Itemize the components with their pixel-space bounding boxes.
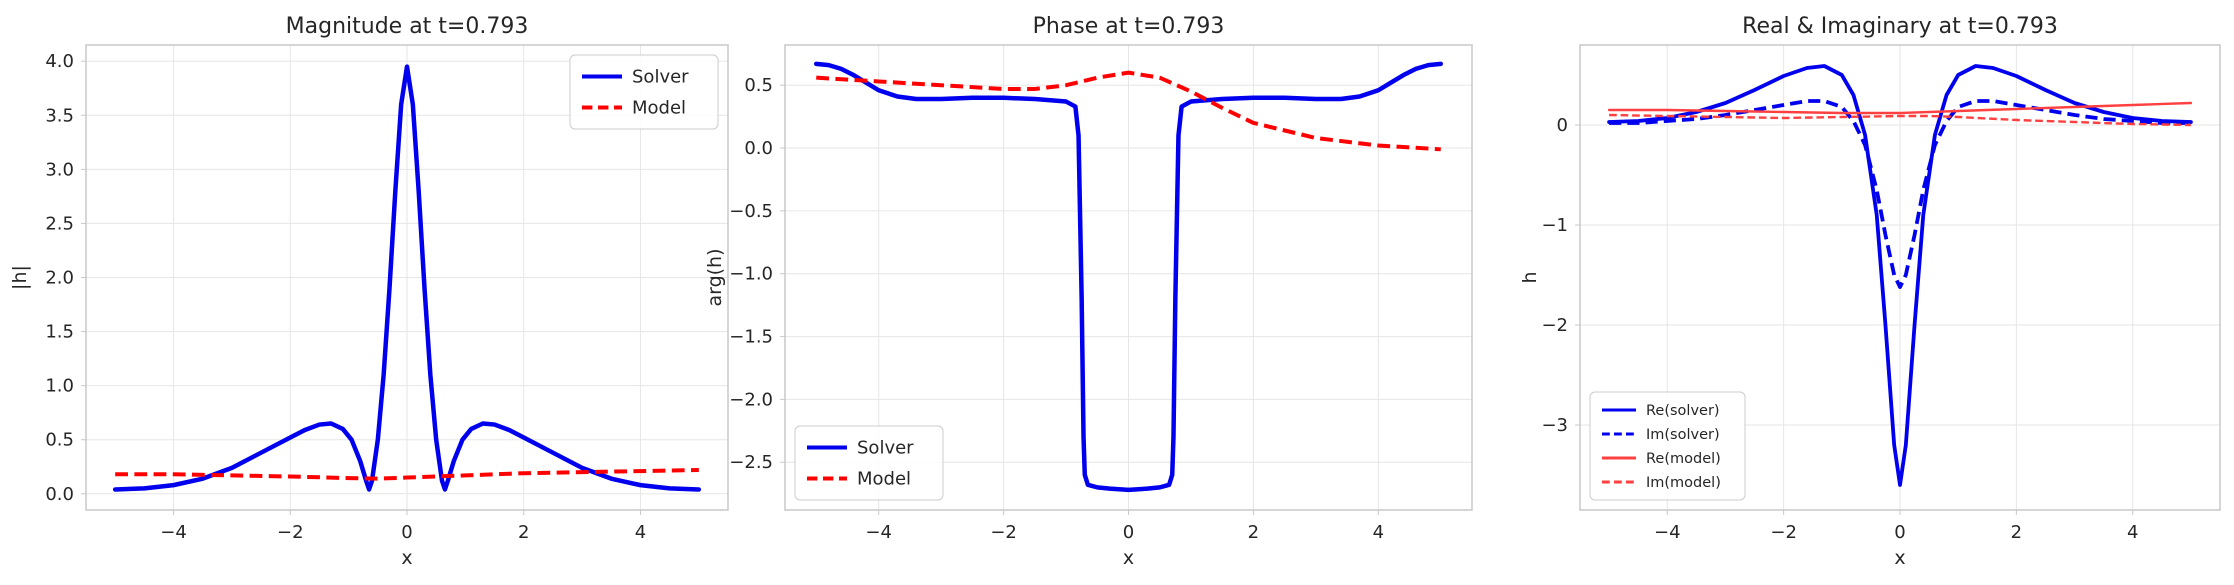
y-tick-label: −2: [1541, 315, 1568, 336]
y-tick-label: −3: [1541, 415, 1568, 436]
series-line-model: [115, 467, 699, 481]
y-tick-label: 0.5: [744, 75, 773, 96]
x-axis-label: x: [1123, 547, 1134, 569]
y-axis-label: arg(h): [704, 248, 726, 306]
legend: Solver Model: [794, 425, 944, 501]
chart-panel-1: −4 −2 0 2 4 0.0 0.5 1.0 1.5 2.0 2.5 3.0 3.5 4.0 Magnit…: [9, 14, 729, 569]
legend-label: Im(solver): [1646, 427, 1720, 443]
x-tick-label: −4: [865, 522, 892, 543]
chart-panel-2: −4 −2 0 2 4 0.5 0.0 −0.5 −1.0 −1.5 −2.0 −2.5 Phase a…: [704, 14, 1473, 569]
x-tick-label: 4: [2127, 522, 2138, 543]
series-group: [112, 64, 702, 492]
y-tick-label: −1.0: [729, 264, 773, 285]
x-tick-label: −2: [990, 522, 1017, 543]
legend-label: Solver: [857, 438, 914, 459]
series-group: [1607, 64, 2193, 487]
x-axis-label: x: [1894, 547, 1905, 569]
x-tick-label: 2: [2011, 522, 2022, 543]
y-tick-label: 4.0: [45, 51, 74, 72]
x-axis-label: x: [401, 547, 412, 569]
x-tick-label: −4: [1654, 522, 1681, 543]
y-tick-label: 2.5: [45, 213, 74, 234]
x-tick-label: 4: [635, 522, 646, 543]
y-tick-label: 0.0: [45, 484, 74, 505]
legend-label: Model: [632, 98, 686, 119]
chart-panel-3: −4 −2 0 2 4 0 −1 −2 −3 Real & Imaginary at t=0.79…: [1519, 14, 2221, 569]
x-tick-label: 0: [1894, 522, 1905, 543]
y-tick-label: −1: [1541, 215, 1568, 236]
y-axis-label: h: [1519, 271, 1541, 283]
legend: Re(solver) Im(solver) Re(model) Im(model): [1589, 391, 1746, 501]
chart-title: Real & Imaginary at t=0.793: [1742, 14, 2058, 39]
y-tick-label: 3.5: [45, 105, 74, 126]
chart-title: Phase at t=0.793: [1033, 14, 1225, 39]
y-tick-label: 1.0: [45, 376, 74, 397]
series-line-solver: [813, 61, 1444, 493]
legend-label: Model: [857, 469, 911, 490]
y-tick-label: −2.5: [729, 452, 773, 473]
legend-label: Re(solver): [1646, 403, 1720, 419]
x-tick-label: 0: [1123, 522, 1134, 543]
y-tick-label: −2.0: [729, 389, 773, 410]
y-tick-label: 3.0: [45, 159, 74, 180]
legend-box: [1589, 391, 1746, 501]
y-tick-label: 2.0: [45, 268, 74, 289]
series-line-model: [816, 70, 1441, 152]
y-tick-label: 1.5: [45, 322, 74, 343]
legend-label: Im(model): [1646, 475, 1721, 491]
y-tick-label: 0.5: [45, 430, 74, 451]
x-tick-label: 0: [401, 522, 412, 543]
chart-title: Magnitude at t=0.793: [286, 14, 529, 39]
x-tick-label: −2: [1770, 522, 1797, 543]
series-line-solver: [112, 64, 702, 492]
y-axis-label: |h|: [9, 265, 31, 290]
x-tick-label: 2: [518, 522, 529, 543]
y-tick-label: −0.5: [729, 201, 773, 222]
legend-label: Solver: [632, 67, 689, 88]
y-tick-label: 0.0: [744, 138, 773, 159]
series-line-re-solver: [1607, 64, 2193, 487]
x-tick-label: 4: [1373, 522, 1384, 543]
series-group: [813, 61, 1444, 493]
legend-box: [569, 54, 719, 130]
x-tick-label: 2: [1248, 522, 1259, 543]
series-line-re-model: [1607, 101, 2193, 115]
y-tick-label: 0: [1557, 115, 1568, 136]
legend-box: [794, 425, 944, 501]
legend: Solver Model: [569, 54, 719, 130]
series-line-im-solver: [1609, 99, 2191, 289]
x-tick-label: −2: [277, 522, 304, 543]
x-tick-label: −4: [160, 522, 187, 543]
series-line-im-model: [1609, 113, 2191, 127]
legend-label: Re(model): [1646, 451, 1721, 467]
y-tick-label: −1.5: [729, 327, 773, 348]
